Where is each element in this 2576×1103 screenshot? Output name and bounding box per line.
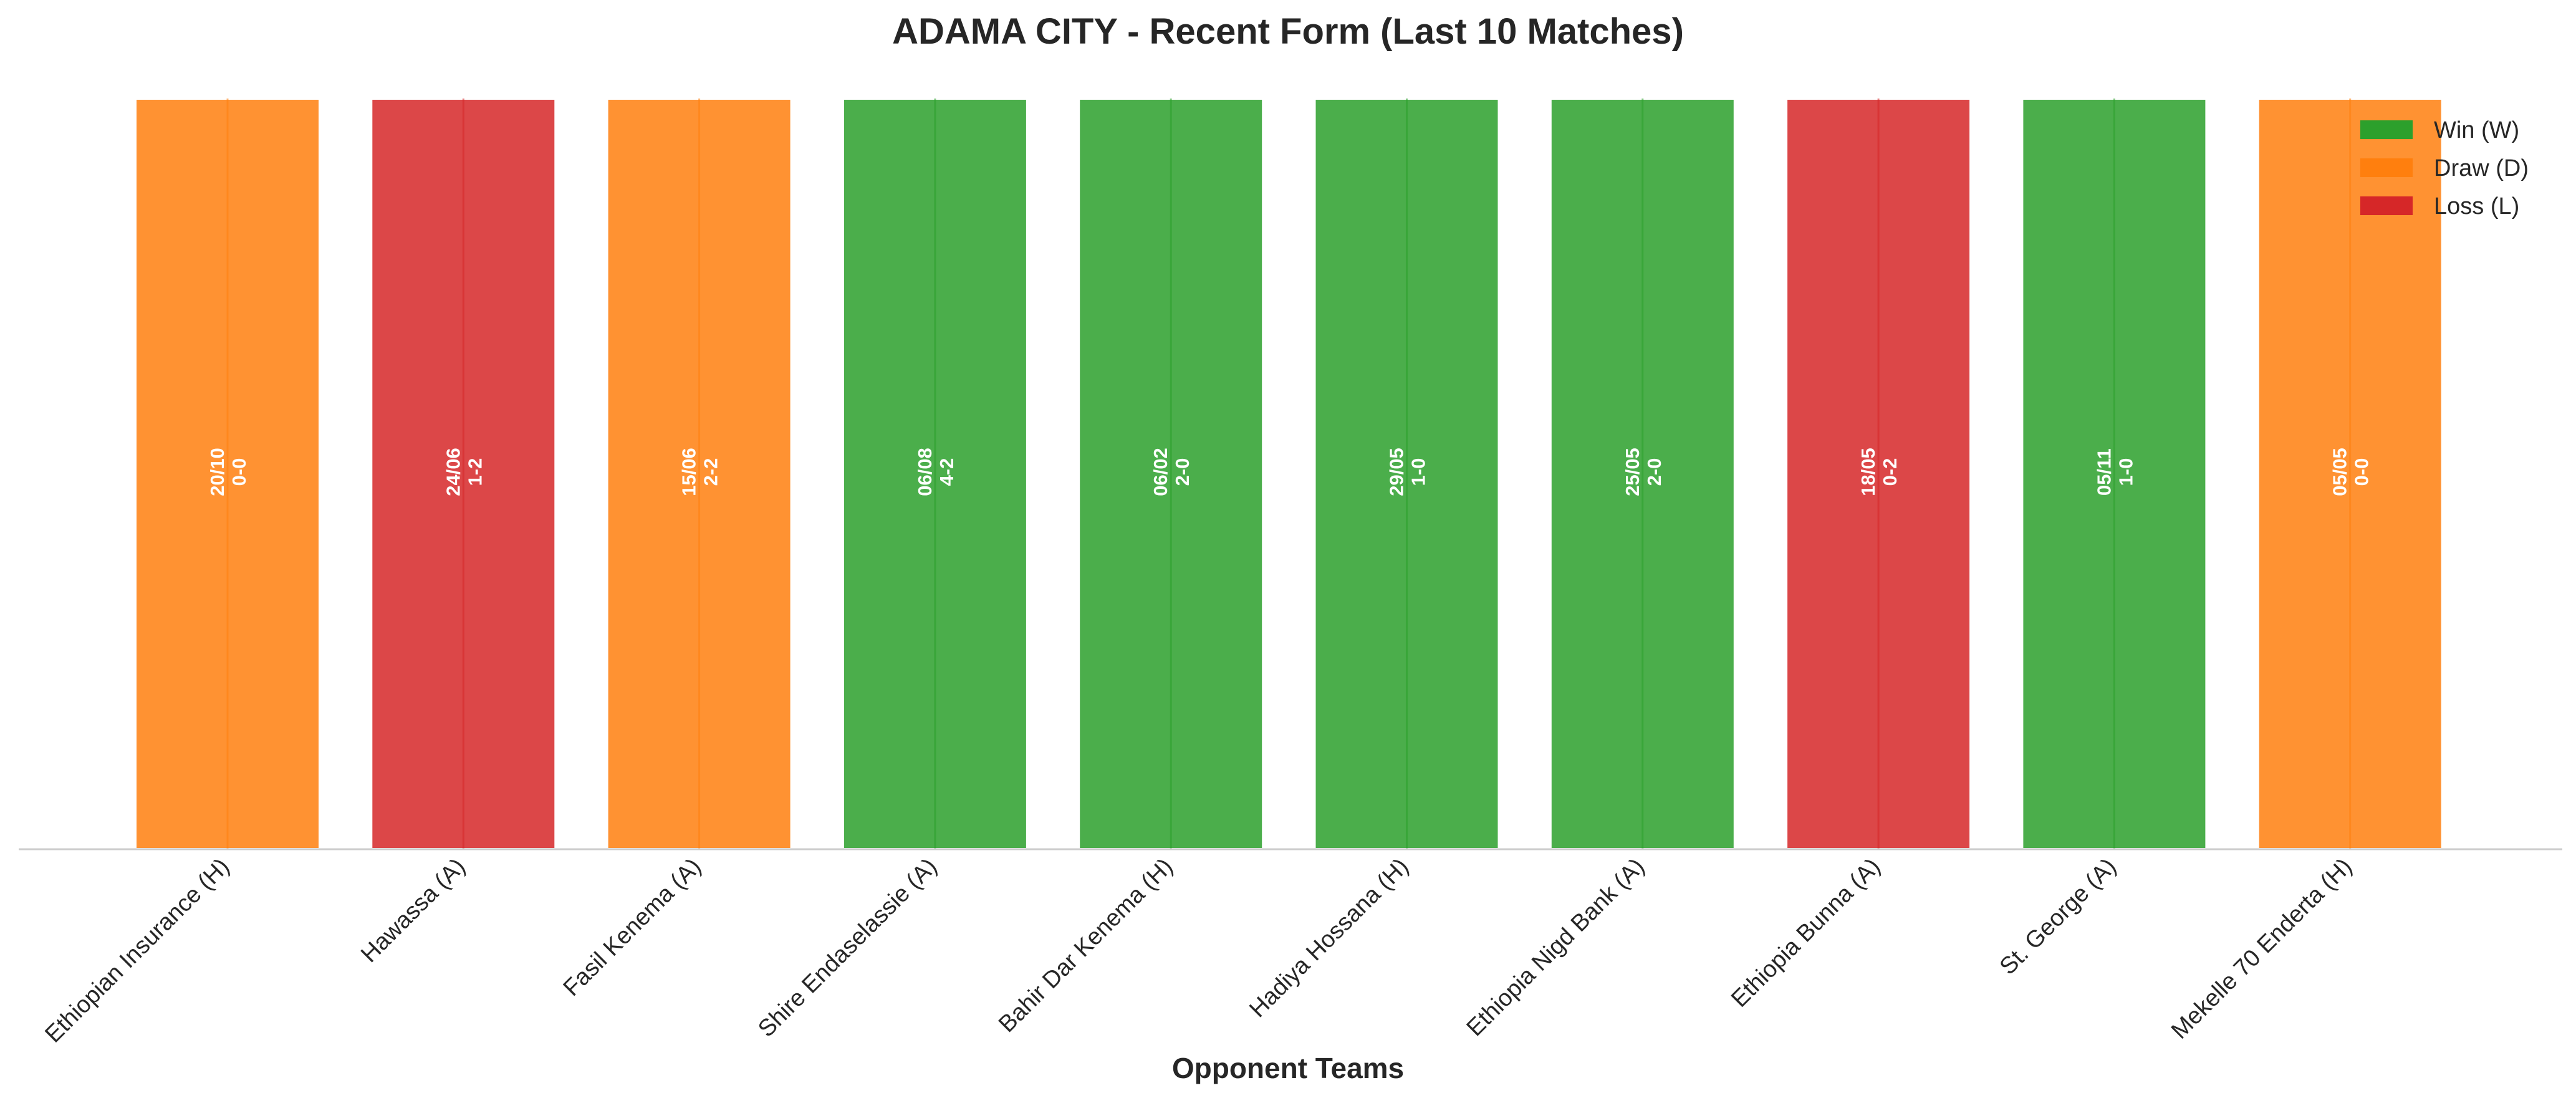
bar-8-label: 18/05 0-2 xyxy=(1857,448,1901,496)
bar-10-label: 05/05 0-0 xyxy=(2329,448,2373,496)
bar-score-label: 1-2 xyxy=(464,458,486,486)
x-axis-label: Opponent Teams xyxy=(1172,1052,1404,1084)
bar-date-label: 05/11 xyxy=(2093,448,2115,496)
chart-title: ADAMA CITY - Recent Form (Last 10 Matche… xyxy=(892,11,1684,52)
bar-date-label: 24/06 xyxy=(442,448,464,496)
legend-label-l: Loss (L) xyxy=(2434,193,2519,219)
bar-score-label: 0-0 xyxy=(2351,458,2373,486)
bar-9-label: 05/11 1-0 xyxy=(2093,448,2136,496)
bar-3-label: 15/06 2-2 xyxy=(678,448,722,496)
bar-labels-layer: 20/10 0-0 24/06 1-2 15/06 2-2 06/08 4-2 06/02 2-0… xyxy=(206,448,2373,496)
bar-score-label: 4-2 xyxy=(936,458,958,486)
bar-6-label: 29/05 1-0 xyxy=(1386,448,1430,496)
bar-date-label: 06/08 xyxy=(914,448,936,496)
bar-date-label: 06/02 xyxy=(1150,448,1171,496)
bar-date-label: 25/05 xyxy=(1622,448,1643,496)
bar-2-label: 24/06 1-2 xyxy=(442,448,486,496)
legend-label-w: Win (W) xyxy=(2434,117,2519,143)
bar-score-label: 1-0 xyxy=(2115,458,2136,486)
bar-score-label: 2-0 xyxy=(1643,458,1665,486)
bar-score-label: 2-2 xyxy=(700,458,722,486)
bar-date-label: 18/05 xyxy=(1857,448,1879,496)
bar-score-label: 2-0 xyxy=(1171,458,1193,486)
legend-swatch-l xyxy=(2360,196,2413,215)
bar-5-label: 06/02 2-0 xyxy=(1150,448,1193,496)
bar-score-label: 0-0 xyxy=(228,458,250,486)
legend-swatch-d xyxy=(2360,158,2413,177)
bar-score-label: 1-0 xyxy=(1408,458,1430,486)
legend: Win (W) Draw (D) Loss (L) xyxy=(2360,117,2529,219)
bar-7-label: 25/05 2-0 xyxy=(1622,448,1665,496)
bars-layer xyxy=(134,97,2444,850)
bar-date-label: 05/05 xyxy=(2329,448,2351,496)
bar-date-label: 29/05 xyxy=(1386,448,1408,496)
bar-date-label: 15/06 xyxy=(678,448,700,496)
legend-swatch-w xyxy=(2360,120,2413,139)
bar-4-label: 06/08 4-2 xyxy=(914,448,958,496)
bar-date-label: 20/10 xyxy=(206,448,228,496)
legend-label-d: Draw (D) xyxy=(2434,155,2529,181)
bar-score-label: 0-2 xyxy=(1879,458,1901,486)
bar-1-label: 20/10 0-0 xyxy=(206,448,250,496)
